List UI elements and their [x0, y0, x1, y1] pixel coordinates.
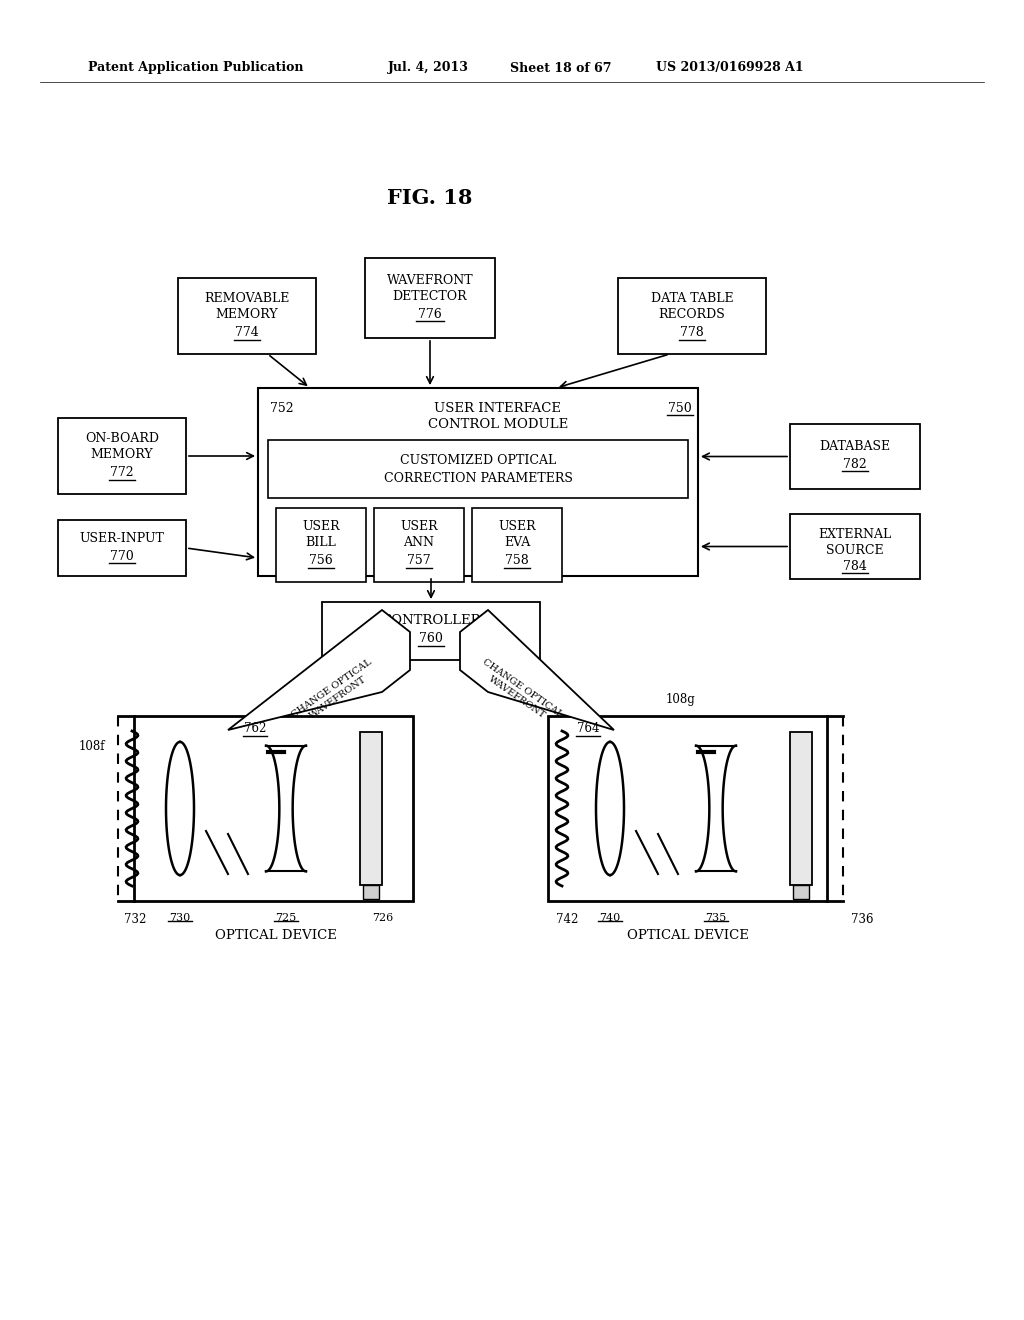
Text: REMOVABLE: REMOVABLE — [205, 292, 290, 305]
Bar — [472, 508, 562, 582]
Text: 774: 774 — [236, 326, 259, 339]
Polygon shape — [228, 610, 410, 730]
Bar — [134, 715, 413, 902]
Text: RECORDS: RECORDS — [658, 308, 725, 321]
Text: WAVEFRONT: WAVEFRONT — [387, 273, 473, 286]
Text: 740: 740 — [599, 913, 621, 923]
Text: 757: 757 — [408, 553, 431, 566]
Text: FIG. 18: FIG. 18 — [387, 187, 473, 209]
Text: 758: 758 — [505, 553, 528, 566]
Text: CHANGE OPTICAL
WAVEFRONT: CHANGE OPTICAL WAVEFRONT — [475, 657, 564, 729]
Text: EVA: EVA — [504, 536, 530, 549]
Text: 756: 756 — [309, 553, 333, 566]
Polygon shape — [460, 610, 614, 730]
Bar — [793, 884, 809, 899]
Text: 732: 732 — [124, 913, 146, 927]
Text: CONTROL MODULE: CONTROL MODULE — [428, 418, 568, 432]
Text: MEMORY: MEMORY — [91, 447, 154, 461]
Text: CHANGE OPTICAL
WAVEFRONT: CHANGE OPTICAL WAVEFRONT — [290, 657, 380, 729]
Text: 108g: 108g — [666, 693, 695, 706]
Text: CUSTOMIZED OPTICAL: CUSTOMIZED OPTICAL — [400, 454, 556, 466]
Text: 752: 752 — [270, 401, 294, 414]
Bar — [618, 279, 766, 354]
Text: ANN: ANN — [403, 536, 434, 549]
Text: CONTROLLER: CONTROLLER — [381, 614, 481, 627]
Bar — [790, 513, 920, 579]
Text: 782: 782 — [843, 458, 867, 470]
Bar — [365, 257, 495, 338]
Polygon shape — [266, 746, 306, 871]
Text: Patent Application Publication: Patent Application Publication — [88, 62, 303, 74]
Bar — [58, 520, 186, 576]
Bar — [548, 715, 827, 902]
Text: 764: 764 — [577, 722, 599, 734]
Text: OPTICAL DEVICE: OPTICAL DEVICE — [627, 929, 749, 942]
Bar — [374, 508, 464, 582]
Text: ON-BOARD: ON-BOARD — [85, 432, 159, 445]
Text: 735: 735 — [706, 913, 727, 923]
Bar — [258, 388, 698, 576]
Polygon shape — [596, 742, 624, 875]
Text: MEMORY: MEMORY — [216, 308, 279, 321]
Text: 776: 776 — [418, 308, 442, 321]
Bar — [790, 424, 920, 488]
Text: 778: 778 — [680, 326, 703, 339]
Text: 108f: 108f — [79, 739, 105, 752]
Text: USER-INPUT: USER-INPUT — [80, 532, 165, 544]
Text: USER: USER — [499, 520, 536, 532]
Text: 760: 760 — [419, 632, 443, 645]
Text: Sheet 18 of 67: Sheet 18 of 67 — [510, 62, 611, 74]
Text: 762: 762 — [244, 722, 266, 734]
Bar — [360, 733, 382, 884]
Text: EXTERNAL: EXTERNAL — [818, 528, 892, 540]
Text: SOURCE: SOURCE — [826, 544, 884, 557]
Text: USER: USER — [400, 520, 438, 532]
Polygon shape — [696, 746, 736, 871]
Text: DATABASE: DATABASE — [819, 440, 891, 453]
Text: 770: 770 — [111, 549, 134, 562]
Text: DATA TABLE: DATA TABLE — [650, 292, 733, 305]
Bar — [58, 418, 186, 494]
Text: 742: 742 — [556, 913, 579, 927]
Bar — [276, 508, 366, 582]
Text: USER: USER — [302, 520, 340, 532]
Text: Jul. 4, 2013: Jul. 4, 2013 — [388, 62, 469, 74]
Text: 736: 736 — [851, 913, 873, 927]
Bar — [322, 602, 540, 660]
Text: 750: 750 — [668, 401, 692, 414]
Bar — [178, 279, 316, 354]
Bar — [362, 884, 379, 899]
Text: BILL: BILL — [305, 536, 336, 549]
Bar — [268, 440, 688, 498]
Polygon shape — [166, 742, 194, 875]
Text: 726: 726 — [373, 913, 393, 923]
Text: 730: 730 — [169, 913, 190, 923]
Text: US 2013/0169928 A1: US 2013/0169928 A1 — [656, 62, 804, 74]
Bar — [790, 733, 812, 884]
Text: 784: 784 — [843, 560, 867, 573]
Text: DETECTOR: DETECTOR — [392, 289, 467, 302]
Text: OPTICAL DEVICE: OPTICAL DEVICE — [215, 929, 337, 942]
Text: CORRECTION PARAMETERS: CORRECTION PARAMETERS — [384, 471, 572, 484]
Text: 772: 772 — [111, 466, 134, 479]
Text: 725: 725 — [275, 913, 297, 923]
Text: USER INTERFACE: USER INTERFACE — [434, 401, 561, 414]
